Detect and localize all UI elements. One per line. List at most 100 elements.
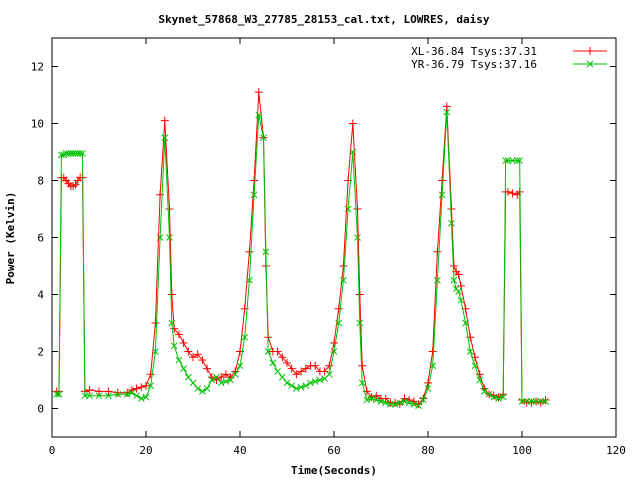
plus-marker [508, 189, 517, 198]
plus-marker [217, 373, 226, 382]
plus-marker [353, 205, 362, 213]
cross-marker [180, 365, 187, 372]
series-layer [52, 88, 550, 410]
cross-marker [358, 379, 366, 387]
cross-marker [499, 393, 507, 401]
cross-marker [457, 296, 465, 304]
cross-marker [137, 395, 145, 402]
cross-marker [448, 219, 455, 227]
cross-marker [217, 379, 225, 387]
plus-marker [325, 361, 334, 370]
cross-marker [264, 348, 272, 355]
plus-marker [123, 388, 132, 397]
cross-marker [156, 234, 164, 241]
cross-marker [123, 390, 131, 398]
cross-marker [419, 396, 427, 404]
cross-marker [382, 399, 390, 407]
cross-marker [485, 390, 493, 398]
plus-marker [301, 364, 310, 373]
cross-marker [55, 390, 63, 398]
plus-marker [193, 350, 202, 359]
plus-marker [381, 394, 390, 403]
cross-marker [429, 362, 437, 370]
plus-marker [174, 330, 183, 339]
cross-marker [133, 392, 140, 400]
cross-marker [356, 319, 364, 327]
plus-marker [160, 116, 169, 125]
plus-marker [104, 387, 113, 396]
plus-marker [292, 370, 301, 379]
cross-marker [349, 148, 357, 156]
y-axis-ticks: 0 2 4 6 8 10 12 [31, 61, 616, 416]
plus-marker [113, 388, 122, 397]
cross-marker [288, 382, 296, 390]
plus-marker [165, 205, 174, 213]
plus-marker [424, 378, 432, 387]
legend-label: YR-36.79 Tsys:37.16 [411, 58, 537, 71]
cross-marker [175, 356, 183, 364]
cross-marker [199, 388, 206, 395]
plus-marker [198, 356, 207, 365]
cross-marker [293, 385, 300, 392]
cross-marker [340, 276, 347, 284]
cross-marker [307, 379, 314, 387]
x-tick-label: 80 [421, 444, 434, 457]
cross-marker [335, 319, 343, 327]
cross-marker [203, 385, 211, 392]
cross-marker [302, 382, 310, 390]
cross-marker [391, 400, 399, 408]
cross-marker [168, 319, 176, 327]
legend-label: XL-36.84 Tsys:37.31 [411, 45, 537, 58]
cross-marker [114, 390, 122, 398]
plus-marker [250, 176, 259, 185]
plus-marker [137, 383, 146, 392]
cross-marker [79, 150, 86, 157]
cross-marker [513, 157, 521, 164]
cross-marker [516, 157, 524, 164]
cross-marker [354, 234, 361, 241]
plus-marker [254, 88, 263, 97]
cross-marker [105, 392, 112, 400]
plus-marker [414, 400, 423, 409]
cross-marker [434, 276, 441, 284]
y-axis-label: Power (Kelvin) [4, 192, 17, 285]
cross-marker [250, 191, 258, 199]
cross-marker [297, 383, 305, 391]
y-tick-label: 12 [31, 61, 44, 74]
cross-marker [208, 376, 216, 384]
y-tick-label: 0 [37, 403, 44, 416]
plus-marker [454, 270, 463, 279]
plus-marker [334, 304, 343, 313]
plus-marker [132, 384, 141, 393]
plus-marker [320, 367, 329, 376]
cross-marker [542, 398, 549, 405]
cross-marker [213, 373, 220, 381]
cross-marker [274, 368, 281, 375]
cross-marker [161, 134, 169, 142]
plus-marker [95, 387, 103, 396]
plus-marker [156, 190, 165, 199]
plus-marker [179, 338, 188, 347]
cross-marker [372, 396, 380, 404]
cross-marker [53, 390, 61, 398]
cross-marker [424, 385, 432, 392]
plus-marker [297, 367, 306, 376]
cross-marker [142, 393, 150, 401]
cross-marker [170, 342, 178, 350]
x-tick-label: 20 [139, 444, 152, 457]
plus-marker [348, 119, 357, 128]
cross-marker [95, 392, 103, 400]
plus-marker [586, 47, 594, 55]
plus-marker [358, 361, 367, 370]
plus-marker [372, 391, 381, 400]
plus-marker [167, 290, 176, 299]
plus-marker [85, 385, 94, 394]
cross-marker [128, 389, 136, 397]
cross-marker [344, 205, 352, 213]
plus-marker [221, 370, 230, 379]
plus-marker [339, 262, 348, 270]
cross-marker [396, 399, 404, 407]
cross-marker [438, 191, 446, 199]
